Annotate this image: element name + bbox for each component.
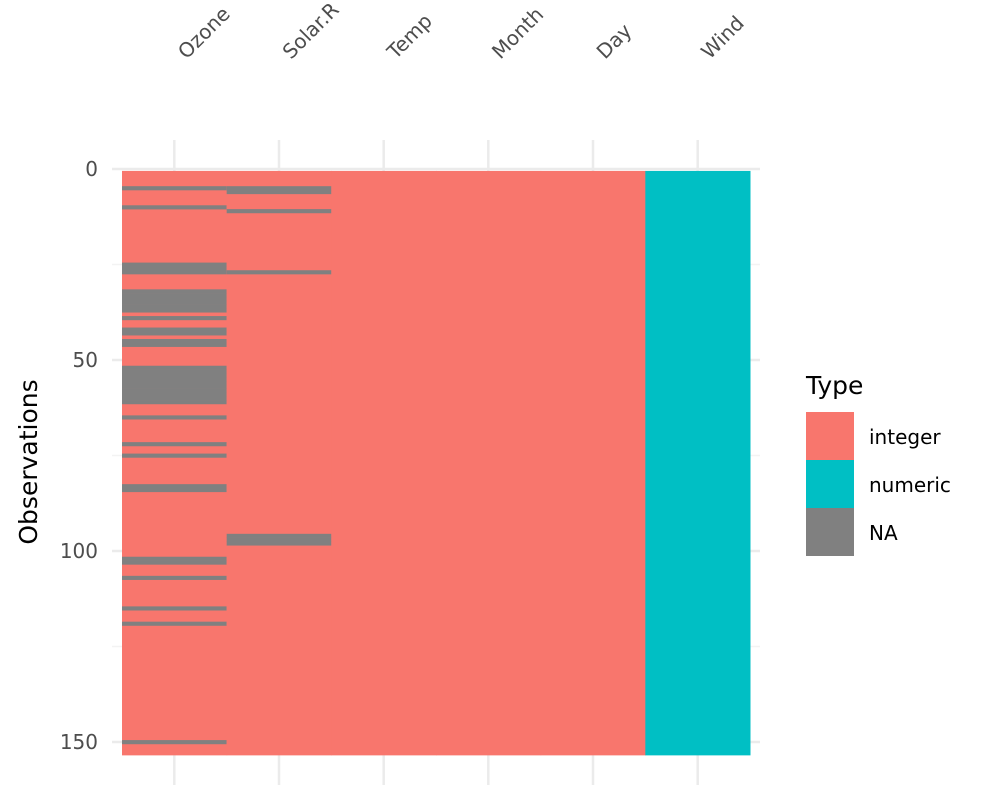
na-tile bbox=[122, 442, 227, 447]
na-tile bbox=[226, 541, 332, 546]
na-tile bbox=[122, 186, 227, 191]
x-tick-label: Ozone bbox=[173, 2, 235, 64]
na-tile bbox=[122, 381, 227, 386]
column-solar-r-tile bbox=[226, 170, 332, 756]
na-tile bbox=[122, 270, 227, 275]
legend-label: integer bbox=[869, 425, 941, 449]
na-tile bbox=[122, 369, 227, 374]
na-tile bbox=[122, 560, 227, 565]
na-tile bbox=[122, 289, 227, 294]
na-tile bbox=[122, 304, 227, 309]
na-tile bbox=[122, 575, 227, 580]
na-tile bbox=[122, 296, 227, 302]
na-tile bbox=[122, 621, 227, 626]
legend-title: Type bbox=[805, 371, 863, 400]
na-tile bbox=[226, 209, 332, 214]
na-tile bbox=[122, 400, 227, 405]
na-tile bbox=[226, 270, 332, 275]
x-tick-label: Day bbox=[592, 19, 637, 64]
na-tile bbox=[122, 316, 227, 321]
legend-swatch-integer bbox=[806, 412, 854, 460]
x-tick-label: Temp bbox=[382, 9, 437, 64]
y-tick-label: 50 bbox=[73, 348, 98, 372]
legend-label: numeric bbox=[869, 473, 951, 497]
y-tick-label: 100 bbox=[60, 539, 98, 563]
na-tile bbox=[122, 331, 227, 336]
column-temp-tile bbox=[331, 170, 437, 756]
na-tile bbox=[122, 415, 227, 420]
na-tile bbox=[122, 487, 227, 493]
na-tile bbox=[122, 396, 227, 401]
y-tick-label: 0 bbox=[85, 157, 98, 181]
na-tile bbox=[122, 740, 227, 745]
na-tile bbox=[226, 190, 332, 195]
na-tile bbox=[122, 377, 227, 382]
na-tile bbox=[226, 533, 332, 538]
legend-label: NA bbox=[869, 521, 898, 545]
na-tile bbox=[226, 186, 332, 191]
legend-swatch-numeric bbox=[806, 460, 854, 508]
column-ozone-tile bbox=[122, 170, 228, 756]
na-tile bbox=[122, 373, 227, 378]
na-tile bbox=[122, 606, 227, 611]
na-tile bbox=[122, 384, 227, 389]
na-tile bbox=[122, 484, 227, 489]
column-day-tile bbox=[540, 170, 646, 756]
na-tile bbox=[122, 342, 227, 347]
na-tile bbox=[122, 293, 227, 298]
y-tick-labels: 0 50 100 150 bbox=[60, 157, 98, 754]
na-tile bbox=[122, 266, 227, 271]
x-tick-labels: Ozone Solar.R Temp Month Day Wind bbox=[173, 0, 749, 64]
column-wind-tile bbox=[645, 170, 751, 756]
na-tile bbox=[122, 327, 227, 332]
x-tick-label: Month bbox=[487, 2, 548, 63]
na-tile bbox=[122, 308, 227, 313]
legend-swatch-na bbox=[806, 508, 854, 556]
na-tile bbox=[122, 556, 227, 561]
na-tile bbox=[122, 338, 227, 344]
na-tile bbox=[122, 365, 227, 370]
tiles bbox=[122, 170, 751, 756]
na-tile bbox=[122, 205, 227, 210]
x-tick-label: Wind bbox=[696, 11, 749, 64]
na-tile bbox=[122, 388, 227, 393]
column-month-tile bbox=[436, 170, 542, 756]
na-tile bbox=[122, 392, 227, 397]
na-tile bbox=[122, 262, 227, 267]
y-tick-label: 150 bbox=[60, 730, 98, 754]
y-axis-title: Observations bbox=[14, 379, 43, 544]
na-tile bbox=[226, 537, 332, 542]
legend: Type integer numeric NA bbox=[805, 371, 951, 556]
x-tick-label: Solar.R bbox=[278, 0, 344, 64]
na-tile bbox=[122, 453, 227, 458]
na-tile bbox=[122, 300, 227, 305]
